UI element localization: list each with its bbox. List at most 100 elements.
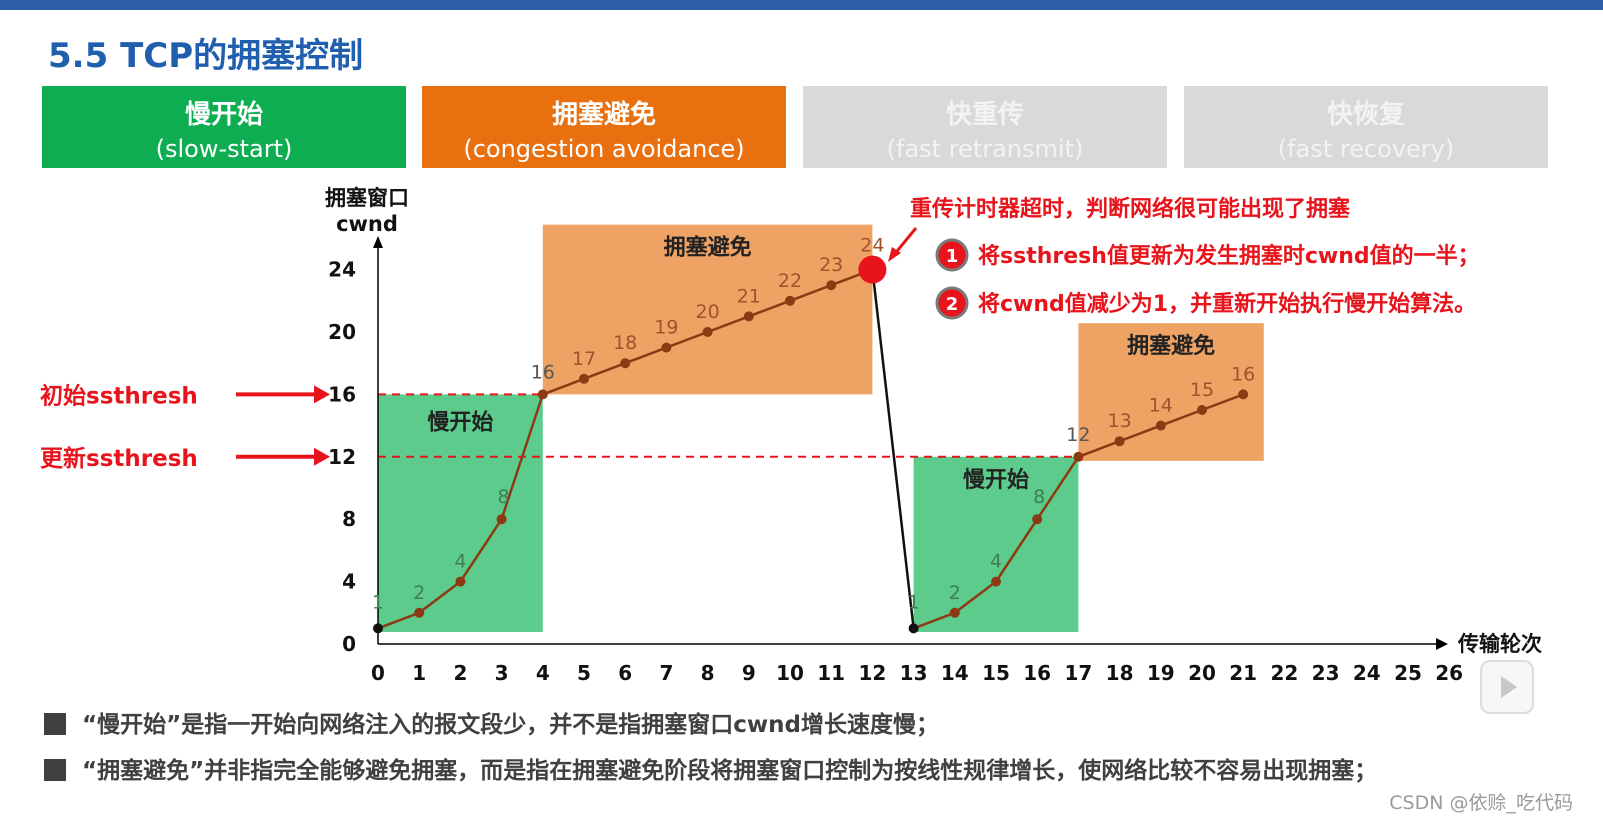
- x-tick-label: 10: [776, 661, 804, 685]
- data-point: [496, 514, 507, 525]
- play-icon: [1501, 676, 1517, 698]
- phase-label-zh: 快重传: [945, 100, 1024, 130]
- data-point: [908, 623, 919, 634]
- x-tick-label: 4: [536, 661, 550, 685]
- data-point: [1197, 405, 1207, 415]
- note-text: “慢开始”是指一开始向网络注入的报文段少，并不是指拥塞窗口cwnd增长速度慢；: [82, 712, 939, 738]
- data-label: 18: [613, 332, 637, 354]
- y-tick-label: 8: [342, 507, 356, 531]
- ssthresh-label: 更新ssthresh: [40, 445, 198, 472]
- x-tick-label: 23: [1312, 661, 1340, 685]
- annotation-item: 将cwnd值减少为1，并重新开始执行慢开始算法。: [978, 291, 1476, 317]
- x-tick-label: 12: [858, 661, 886, 685]
- phase-fast-recovery: 快恢复 (fast recovery): [1184, 86, 1548, 168]
- data-point: [1238, 389, 1249, 400]
- data-label: 14: [1149, 395, 1173, 417]
- x-tick-label: 21: [1229, 661, 1257, 685]
- x-tick-label: 11: [817, 661, 845, 685]
- data-label: 4: [454, 551, 466, 573]
- x-tick-label: 8: [701, 661, 715, 685]
- arrow-head-icon: [314, 385, 330, 404]
- arrow-head-icon: [888, 247, 901, 262]
- note-text: “拥塞避免”并非指完全能够避免拥塞，而是指在拥塞避免阶段将拥塞窗口控制为按线性规…: [82, 758, 1378, 784]
- play-button[interactable]: [1480, 660, 1534, 714]
- data-point: [1073, 451, 1084, 462]
- x-tick-label: 25: [1394, 661, 1422, 685]
- number-badge-icon: [935, 286, 969, 320]
- watermark: CSDN @依赊_吃代码: [1389, 792, 1573, 814]
- data-point: [414, 607, 425, 618]
- note-slow-start: “慢开始”是指一开始向网络注入的报文段少，并不是指拥塞窗口cwnd增长速度慢；: [44, 705, 939, 739]
- number-badge-label: 2: [946, 294, 959, 315]
- x-tick-label: 26: [1435, 661, 1463, 685]
- arrow-head-icon: [314, 447, 330, 466]
- x-tick-label: 14: [941, 661, 969, 685]
- bullet-square-icon: [44, 713, 66, 735]
- x-tick-label: 0: [371, 661, 385, 685]
- phase-slow-start: 慢开始 (slow-start): [42, 86, 406, 168]
- data-label: 13: [1108, 410, 1132, 432]
- data-point: [537, 389, 548, 400]
- data-label: 23: [819, 254, 843, 276]
- y-tick-label: 24: [328, 258, 356, 282]
- region-slow-start: [913, 456, 1079, 632]
- x-axis-arrow-icon: [1436, 638, 1448, 650]
- y-tick-label: 20: [328, 320, 356, 344]
- note-congestion-avoidance: “拥塞避免”并非指完全能够避免拥塞，而是指在拥塞避免阶段将拥塞窗口控制为按线性规…: [44, 751, 1377, 785]
- region-label: 拥塞避免: [664, 235, 752, 261]
- x-tick-label: 13: [900, 661, 928, 685]
- x-tick-label: 20: [1188, 661, 1216, 685]
- phase-congestion-avoidance: 拥塞避免 (congestion avoidance): [422, 86, 786, 168]
- data-point: [373, 623, 383, 634]
- data-label: 8: [1033, 486, 1045, 508]
- data-label: 16: [1231, 363, 1255, 385]
- data-label: 2: [949, 582, 961, 604]
- data-label: 15: [1190, 379, 1214, 401]
- data-point: [455, 576, 466, 587]
- y-tick-label: 16: [328, 382, 356, 406]
- top-banner: [0, 0, 1603, 10]
- x-tick-label: 5: [577, 661, 591, 685]
- phase-label-en: (fast recovery): [1277, 135, 1455, 163]
- data-point: [702, 327, 713, 337]
- x-tick-label: 6: [618, 661, 632, 685]
- y-axis-label-unit: cwnd: [336, 212, 398, 236]
- y-axis-label: 拥塞窗口: [325, 186, 409, 210]
- region-slow-start: [378, 394, 543, 632]
- data-label: 2: [413, 582, 425, 604]
- data-point: [1155, 420, 1166, 431]
- data-label: 21: [737, 285, 761, 307]
- x-axis-label: 传输轮次: [1457, 632, 1542, 656]
- x-tick-label: 19: [1147, 661, 1175, 685]
- phase-label-en: (slow-start): [155, 135, 293, 163]
- region-label: 慢开始: [963, 467, 1029, 493]
- data-label: 17: [572, 348, 596, 370]
- data-label: 12: [1066, 424, 1090, 446]
- x-tick-label: 15: [982, 661, 1010, 685]
- data-point: [743, 311, 754, 322]
- data-label: 1: [908, 591, 920, 613]
- ssthresh-label: 初始ssthresh: [40, 382, 198, 409]
- data-point: [620, 358, 631, 369]
- x-tick-label: 2: [453, 661, 467, 685]
- x-tick-label: 22: [1270, 661, 1298, 685]
- y-tick-label: 4: [342, 570, 356, 594]
- x-tick-label: 1: [412, 661, 426, 685]
- data-label: 19: [654, 317, 678, 339]
- cwnd-drop-line: [871, 269, 915, 629]
- data-point: [991, 576, 1001, 587]
- data-point: [785, 295, 795, 306]
- data-point: [1114, 436, 1125, 447]
- region-congestion-avoidance: [1078, 323, 1264, 461]
- phase-fast-retransmit: 快重传 (fast retransmit): [803, 86, 1167, 168]
- annotation-title: 重传计时器超时，判断网络很可能出现了拥塞: [910, 196, 1351, 222]
- y-axis-arrow-icon: [373, 236, 383, 248]
- x-tick-label: 16: [1023, 661, 1051, 685]
- data-point: [579, 373, 589, 384]
- x-tick-label: 9: [742, 661, 756, 685]
- page-title: 5.5 TCP的拥塞控制: [48, 36, 364, 76]
- data-label: 1: [372, 591, 384, 613]
- region-congestion-avoidance: [542, 224, 873, 395]
- region-label: 拥塞避免: [1127, 333, 1215, 359]
